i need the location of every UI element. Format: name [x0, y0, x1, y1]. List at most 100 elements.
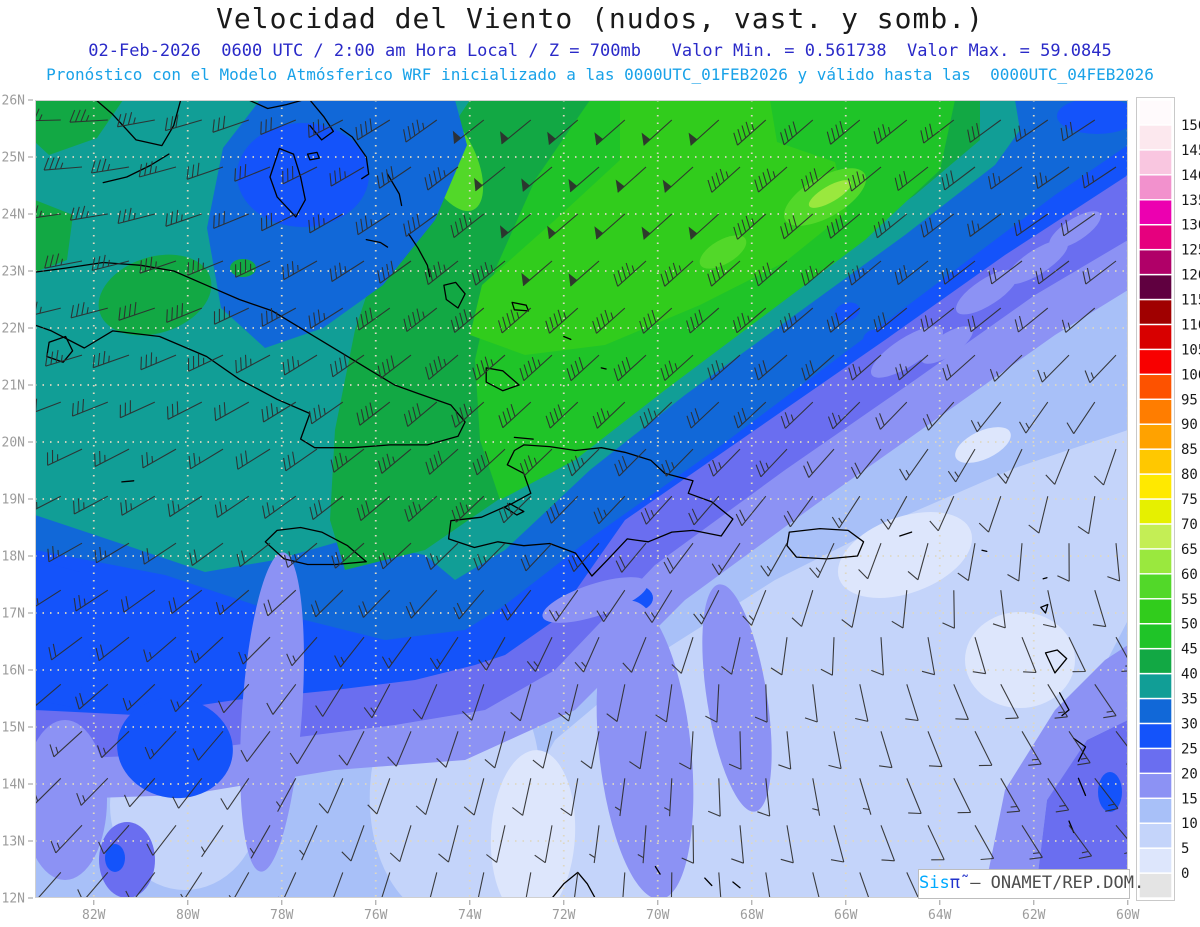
colorbar-label: 65 — [1181, 542, 1198, 558]
colorbar-swatch — [1138, 697, 1173, 725]
colorbar-label: 50 — [1181, 617, 1198, 633]
colorbar-swatch — [1138, 772, 1173, 799]
colorbar-swatch — [1138, 124, 1173, 151]
lat-label: 23N — [2, 265, 25, 280]
colorbar-label: 80 — [1181, 467, 1198, 483]
colorbar-swatch — [1138, 573, 1173, 600]
colorbar-label: 45 — [1181, 642, 1198, 658]
lon-label: 66W — [834, 908, 858, 923]
colorbar-swatch — [1138, 423, 1173, 450]
colorbar-label: 0 — [1181, 866, 1189, 882]
colorbar-label: 150 — [1181, 118, 1200, 134]
colorbar-label: 10 — [1181, 816, 1198, 832]
colorbar-swatch — [1138, 448, 1173, 475]
colorbar-label: 75 — [1181, 492, 1198, 508]
lon-label: 68W — [740, 908, 764, 923]
forecast-subtitle: 02-Feb-2026 0600 UTC / 2:00 am Hora Loca… — [88, 41, 1112, 61]
page-title: Velocidad del Viento (nudos, vast. y som… — [216, 2, 984, 35]
lat-label: 20N — [2, 436, 25, 451]
colorbar-swatch — [1138, 647, 1173, 675]
lon-label: 64W — [928, 908, 952, 923]
lon-label: 74W — [458, 908, 482, 923]
lat-label: 25N — [2, 151, 25, 166]
colorbar-swatch — [1138, 598, 1173, 625]
colorbar-label: 110 — [1181, 317, 1200, 333]
colorbar-label: 25 — [1181, 741, 1198, 757]
lat-label: 12N — [2, 892, 25, 907]
lon-label: 70W — [646, 908, 670, 923]
colorbar-label: 135 — [1181, 193, 1200, 209]
colorbar-swatch — [1138, 149, 1173, 176]
colorbar-label: 130 — [1181, 218, 1200, 234]
wind-speed-shading — [35, 100, 1128, 898]
colorbar-swatch — [1138, 348, 1173, 376]
colorbar-label: 85 — [1181, 442, 1198, 458]
colorbar-swatch — [1138, 223, 1173, 251]
colorbar-swatch — [1138, 548, 1173, 575]
colorbar-swatch — [1138, 174, 1173, 201]
colorbar-swatch — [1138, 622, 1173, 650]
colorbar-label: 70 — [1181, 517, 1198, 533]
colorbar-label: 145 — [1181, 143, 1200, 159]
axis-labels: 26N 25N 24N 23N 22N 21N 20N 19N 18N 17N 16N 15N 14N 1… — [2, 94, 1140, 924]
attribution-box: Sisπ̃ – ONAMET/REP.DOM. — [918, 869, 1144, 899]
lon-label: 80W — [176, 908, 200, 923]
map-area — [35, 100, 1128, 898]
colorbar-label: 120 — [1181, 268, 1200, 284]
lon-label: 76W — [364, 908, 388, 923]
wind-barbs — [35, 108, 1128, 898]
colorbar-label: 100 — [1181, 367, 1200, 383]
colorbar-label: 40 — [1181, 667, 1198, 683]
colorbar-swatch — [1138, 398, 1173, 425]
lat-label: 24N — [2, 208, 25, 223]
colorbar-swatch — [1138, 323, 1173, 351]
colorbar-label: 95 — [1181, 392, 1198, 408]
colorbar-label: 55 — [1181, 592, 1198, 608]
colorbar-label: 125 — [1181, 243, 1200, 259]
lat-label: 16N — [2, 664, 25, 679]
coastlines — [35, 100, 1128, 898]
lat-label: 22N — [2, 322, 25, 337]
lon-label: 60W — [1116, 908, 1140, 923]
lat-label: 17N — [2, 607, 25, 622]
lon-label: 78W — [270, 908, 294, 923]
lat-label: 26N — [2, 94, 25, 109]
colorbar-label: 105 — [1181, 342, 1200, 358]
colorbar-swatch — [1138, 373, 1173, 400]
colorbar-label: 140 — [1181, 168, 1200, 184]
colorbar-swatch — [1138, 847, 1173, 874]
attribution-text: – ONAMET/REP.DOM. — [959, 873, 1145, 893]
colorbar: 0 5 10 15 20 25 30 35 40 45 50 55 60 65 70 75 80 85 90 95 10… — [1136, 97, 1200, 901]
colorbar-swatch — [1138, 273, 1173, 301]
colorbar-label: 60 — [1181, 567, 1198, 583]
lat-label: 15N — [2, 721, 25, 736]
colorbar-swatch — [1138, 722, 1173, 750]
colorbar-swatch — [1138, 99, 1173, 126]
model-subtitle: Pronóstico con el Modelo Atmósferico WRF… — [46, 65, 1154, 84]
colorbar-swatch — [1138, 523, 1173, 550]
colorbar-swatch — [1138, 298, 1173, 326]
lon-label: 82W — [82, 908, 106, 923]
colorbar-label: 20 — [1181, 766, 1198, 782]
map-frame — [35, 100, 1128, 898]
lon-label: 62W — [1022, 908, 1046, 923]
colorbar-label: 30 — [1181, 716, 1198, 732]
attribution-brand: Sis — [919, 873, 950, 893]
colorbar-label: 5 — [1181, 841, 1189, 857]
lat-label: 19N — [2, 493, 25, 508]
colorbar-swatch — [1138, 672, 1173, 700]
colorbar-label: 15 — [1181, 791, 1198, 807]
lat-label: 13N — [2, 835, 25, 850]
lat-label: 18N — [2, 550, 25, 565]
colorbar-swatch — [1138, 822, 1173, 849]
lat-label: 21N — [2, 379, 25, 394]
lat-label: 14N — [2, 778, 25, 793]
colorbar-swatch — [1138, 747, 1173, 775]
colorbar-swatch — [1138, 473, 1173, 500]
colorbar-swatch — [1138, 199, 1173, 226]
lon-label: 72W — [552, 908, 576, 923]
pi-symbol-icon: π̃ — [949, 873, 960, 893]
colorbar-label: 35 — [1181, 692, 1198, 708]
